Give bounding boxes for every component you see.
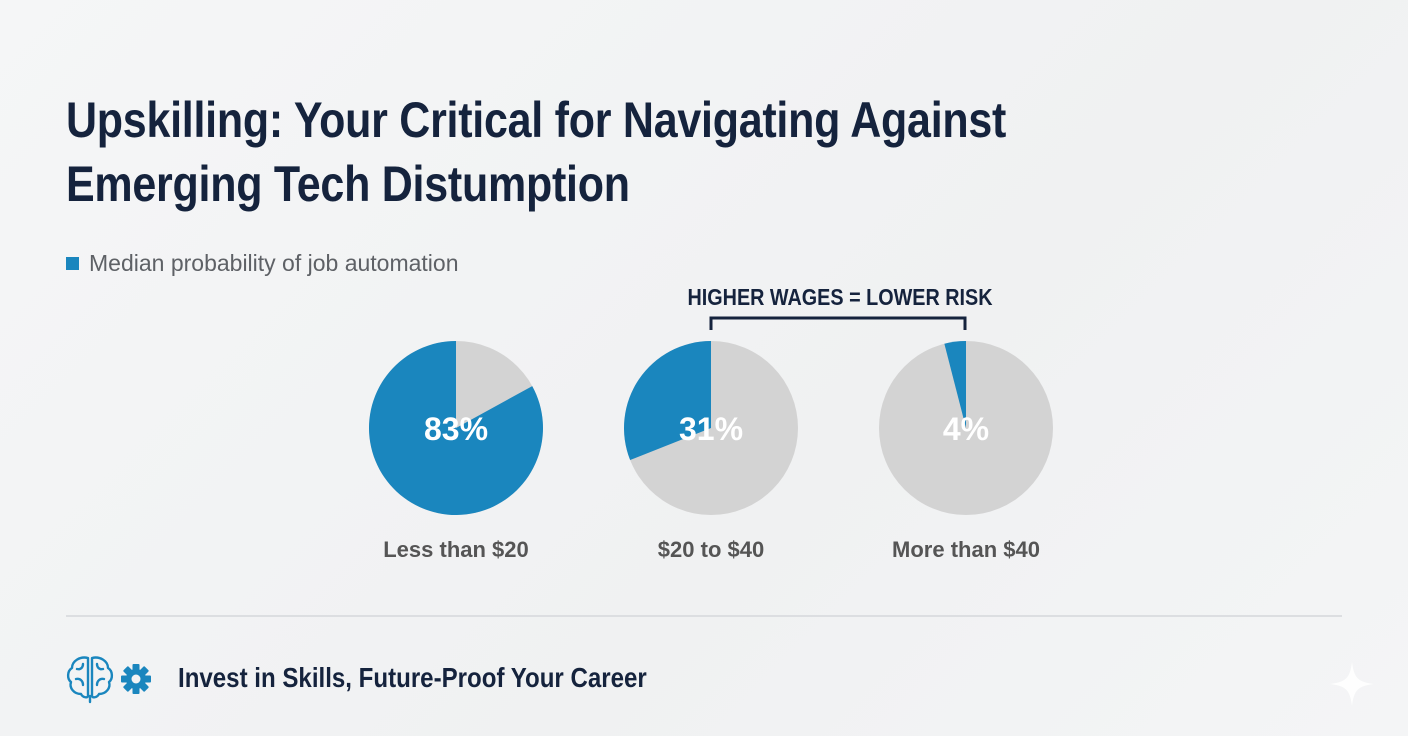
pie-automation-slice — [623, 341, 711, 461]
pie-value-label: 31% — [679, 411, 743, 447]
pie-value-label: 83% — [424, 411, 488, 447]
pie-automation-slice — [368, 341, 543, 515]
pie-category-label: Less than $20 — [383, 537, 529, 562]
footer-divider — [66, 615, 1342, 617]
legend-swatch — [66, 257, 79, 270]
callout-bracket — [709, 316, 967, 330]
title-line-2: Emerging Tech Distumption — [66, 156, 630, 212]
pie-1: 83% Less than $20 — [368, 341, 543, 562]
chart-legend: Median probability of job automation — [66, 250, 459, 277]
pie-3: 4% More than $40 — [879, 341, 1053, 562]
sparkle-icon — [1330, 662, 1374, 706]
higher-wages-callout-label: HIGHER WAGES = LOWER RISK — [687, 284, 993, 310]
pie-2: 31% $20 to $40 — [623, 341, 798, 562]
pie-charts: 83% Less than $20 31% $20 to $40 4% More than… — [368, 316, 1053, 562]
footer-icons — [64, 652, 160, 709]
pie-automation-slice — [944, 341, 966, 428]
brain-icon — [66, 656, 114, 704]
pie-category-label: $20 to $40 — [658, 537, 764, 562]
gear-icon — [121, 664, 151, 694]
footer-tagline: Invest in Skills, Future-Proof Your Care… — [178, 662, 647, 693]
legend-label: Median probability of job automation — [89, 250, 459, 276]
title-line-1: Upskilling: Your Critical for Navigating… — [66, 92, 1007, 148]
pie-value-label: 4% — [943, 411, 989, 447]
page-title: Upskilling: Your Critical for Navigating… — [66, 88, 1098, 216]
pie-category-label: More than $40 — [892, 537, 1040, 562]
